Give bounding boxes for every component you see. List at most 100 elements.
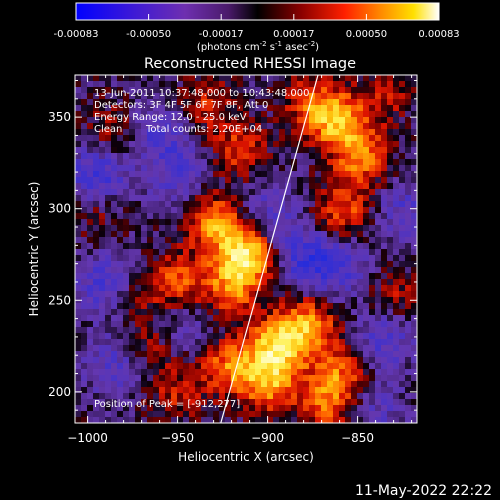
heatmap-cell bbox=[75, 159, 82, 166]
heatmap-cell bbox=[387, 393, 394, 400]
heatmap-cell bbox=[111, 237, 118, 244]
heatmap-cell bbox=[309, 189, 316, 196]
heatmap-cell bbox=[147, 255, 154, 262]
heatmap-cell bbox=[171, 261, 178, 268]
heatmap-cell bbox=[363, 87, 370, 94]
heatmap-cell bbox=[333, 417, 340, 423]
heatmap-cell bbox=[99, 405, 106, 412]
heatmap-cell bbox=[291, 81, 298, 88]
heatmap-cell bbox=[177, 225, 184, 232]
heatmap-cell bbox=[321, 393, 328, 400]
heatmap-cell bbox=[183, 195, 190, 202]
heatmap-cell bbox=[357, 375, 364, 382]
heatmap-cell bbox=[219, 297, 226, 304]
heatmap-cell bbox=[195, 159, 202, 166]
heatmap-cell bbox=[189, 369, 196, 376]
heatmap-cell bbox=[387, 111, 394, 118]
heatmap-cell bbox=[261, 279, 268, 286]
heatmap-cell bbox=[291, 129, 298, 136]
heatmap-cell bbox=[339, 369, 346, 376]
heatmap-cell bbox=[159, 411, 166, 418]
heatmap-cell bbox=[177, 279, 184, 286]
heatmap-cell bbox=[129, 195, 136, 202]
heatmap-cell bbox=[99, 141, 106, 148]
heatmap-cell bbox=[159, 75, 166, 82]
heatmap-cell bbox=[273, 411, 280, 418]
heatmap-cell bbox=[321, 351, 328, 358]
heatmap-cell bbox=[315, 297, 322, 304]
heatmap-cell bbox=[141, 309, 148, 316]
heatmap-cell bbox=[369, 411, 376, 418]
heatmap-cell bbox=[279, 387, 286, 394]
heatmap-cell bbox=[219, 231, 226, 238]
heatmap-cell bbox=[411, 285, 417, 292]
heatmap-cell bbox=[87, 183, 94, 190]
heatmap-cell bbox=[207, 351, 214, 358]
heatmap-cell bbox=[111, 309, 118, 316]
heatmap-cell bbox=[339, 279, 346, 286]
heatmap-cell bbox=[177, 75, 184, 82]
heatmap-cell bbox=[291, 333, 298, 340]
heatmap-cell bbox=[303, 195, 310, 202]
heatmap-cell bbox=[279, 129, 286, 136]
heatmap-cell bbox=[375, 135, 382, 142]
heatmap-cell bbox=[87, 351, 94, 358]
heatmap-cell bbox=[309, 417, 316, 423]
heatmap-cell bbox=[237, 321, 244, 328]
heatmap-cell bbox=[411, 375, 417, 382]
heatmap-cell bbox=[267, 261, 274, 268]
heatmap-cell bbox=[303, 123, 310, 130]
heatmap-cell bbox=[171, 177, 178, 184]
heatmap-cell bbox=[231, 405, 238, 412]
heatmap-cell bbox=[411, 393, 417, 400]
heatmap-cell bbox=[363, 249, 370, 256]
heatmap-cell bbox=[195, 375, 202, 382]
heatmap-cell bbox=[315, 255, 322, 262]
heatmap-cell bbox=[177, 363, 184, 370]
heatmap-cell bbox=[303, 147, 310, 154]
heatmap-cell bbox=[231, 375, 238, 382]
heatmap-cell bbox=[303, 171, 310, 178]
heatmap-cell bbox=[387, 207, 394, 214]
heatmap-cell bbox=[405, 129, 412, 136]
heatmap-cell bbox=[387, 123, 394, 130]
heatmap-cell bbox=[189, 195, 196, 202]
heatmap-cell bbox=[219, 333, 226, 340]
heatmap-cell bbox=[369, 153, 376, 160]
heatmap-cell bbox=[399, 147, 406, 154]
heatmap-cell bbox=[123, 105, 130, 112]
heatmap-cell bbox=[81, 375, 88, 382]
heatmap-cell bbox=[255, 321, 262, 328]
heatmap-cell bbox=[405, 153, 412, 160]
heatmap-cell bbox=[405, 81, 412, 88]
heatmap-cell bbox=[231, 315, 238, 322]
heatmap-cell bbox=[111, 303, 118, 310]
heatmap-cell bbox=[405, 351, 412, 358]
heatmap-cell bbox=[183, 177, 190, 184]
heatmap-cell bbox=[219, 345, 226, 352]
heatmap-cell bbox=[393, 81, 400, 88]
heatmap-cell bbox=[249, 219, 256, 226]
heatmap-cell bbox=[297, 183, 304, 190]
heatmap-cell bbox=[369, 369, 376, 376]
heatmap-cell bbox=[315, 171, 322, 178]
heatmap-cell bbox=[195, 165, 202, 172]
heatmap-cell bbox=[333, 393, 340, 400]
heatmap-cell bbox=[405, 327, 412, 334]
heatmap-cell bbox=[243, 303, 250, 310]
heatmap-cell bbox=[339, 261, 346, 268]
heatmap-cell bbox=[393, 315, 400, 322]
colorbar-ticks: -0.00083 -0.00050 -0.00017 0.00017 0.00050 0.… bbox=[54, 14, 460, 40]
heatmap-cell bbox=[237, 387, 244, 394]
heatmap-cell bbox=[81, 381, 88, 388]
heatmap-cell bbox=[213, 297, 220, 304]
heatmap-cell bbox=[399, 303, 406, 310]
heatmap-cell bbox=[219, 189, 226, 196]
heatmap-cell bbox=[147, 201, 154, 208]
heatmap-cell bbox=[315, 213, 322, 220]
heatmap-cell bbox=[105, 351, 112, 358]
heatmap-cell bbox=[189, 183, 196, 190]
heatmap-cell bbox=[189, 381, 196, 388]
heatmap-cell bbox=[213, 141, 220, 148]
heatmap-cell bbox=[351, 159, 358, 166]
